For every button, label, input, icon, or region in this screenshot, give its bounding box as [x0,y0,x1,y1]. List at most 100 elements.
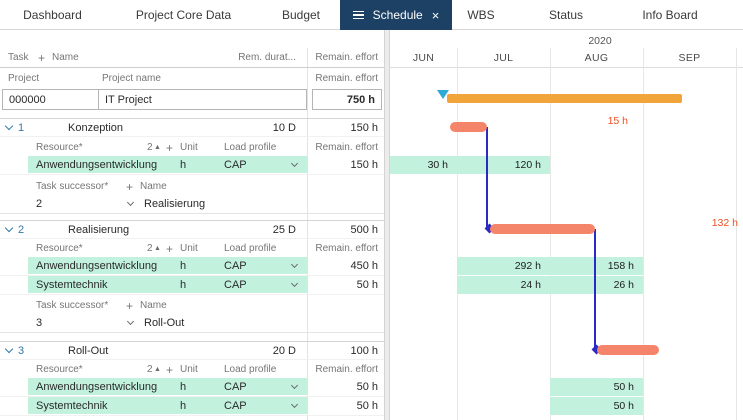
successor-number-cell[interactable]: 2 [36,198,43,210]
resource-effort-cell[interactable]: 50 h [356,279,378,291]
load-profile-select[interactable]: CAP [224,381,247,393]
successor-number-cell[interactable]: 3 [36,317,43,329]
dropdown-chevron-icon[interactable] [126,195,135,213]
task-row-roll-out[interactable]: 3 Roll-Out 20 D 100 h [0,341,384,360]
monthly-effort-cell[interactable]: 24 h [457,276,550,294]
col-task: Task [8,52,29,63]
monthly-effort-cell[interactable]: 158 h [550,257,643,275]
project-effort-field[interactable]: 750 h [312,89,382,110]
resource-name-cell[interactable]: Anwendungsentwicklung [36,381,158,393]
add-resource-icon[interactable]: + [166,362,174,377]
load-profile-select[interactable]: CAP [224,260,247,272]
monthly-effort-cell[interactable]: 50 h [550,378,643,396]
tab-wbs[interactable]: WBS [452,0,510,30]
resource-name-cell[interactable]: Anwendungsentwicklung [36,260,158,272]
tab-label: Schedule [372,8,423,22]
successor-header-row: Task successor* + Name [0,297,384,314]
tab-budget[interactable]: Budget [262,0,340,30]
load-profile-select[interactable]: CAP [224,400,247,412]
task-name-cell[interactable]: Roll-Out [68,344,109,357]
dropdown-chevron-icon[interactable] [126,314,135,332]
rem-duration-cell[interactable]: 10 D [272,121,296,134]
col-unit: Unit [180,142,198,153]
add-task-icon[interactable]: + [38,50,46,65]
timeline-header-divider [390,67,743,68]
dropdown-chevron-icon[interactable] [290,257,299,275]
menu-icon[interactable] [352,10,364,20]
dropdown-chevron-icon[interactable] [290,156,299,174]
resource-row-highlight [28,257,307,274]
gantt-bar-project[interactable] [447,94,682,103]
dropdown-chevron-icon[interactable] [290,378,299,396]
sort-ascending-icon[interactable]: ▲ [154,144,161,151]
resource-effort-cell[interactable]: 150 h [350,159,378,171]
add-resource-icon[interactable]: + [166,241,174,256]
resource-name-cell[interactable]: Systemtechnik [36,400,108,412]
task-row-realisierung[interactable]: 2 Realisierung 25 D 500 h [0,220,384,239]
task-number: 3 [18,344,25,357]
sort-badge[interactable]: 2 [147,243,153,254]
project-name-field[interactable]: IT Project [98,89,307,110]
rem-duration-cell[interactable]: 25 D [272,223,296,236]
monthly-effort-cell[interactable]: 50 h [550,397,643,415]
column-divider [307,48,308,420]
dropdown-chevron-icon[interactable] [290,397,299,415]
expand-chevron-icon[interactable] [4,119,14,136]
add-resource-icon[interactable]: + [166,140,174,155]
gantt-bar-konzeption[interactable] [450,122,487,132]
resource-effort-cell[interactable]: 450 h [350,260,378,272]
resource-name-cell[interactable]: Anwendungsentwicklung [36,159,158,171]
monthly-effort-cell[interactable]: 30 h [390,156,457,174]
expand-chevron-icon[interactable] [4,342,14,359]
col-resource: Resource* [36,243,83,254]
col-unit: Unit [180,364,198,375]
remain-effort-cell[interactable]: 100 h [350,344,378,357]
project-effort: 750 h [346,93,375,106]
sort-badge[interactable]: 2 [147,364,153,375]
resource-effort-cell[interactable]: 50 h [356,400,378,412]
resource-name-cell[interactable]: Systemtechnik [36,279,108,291]
gantt-bar-roll-out[interactable] [597,345,659,355]
successor-name-cell[interactable]: Realisierung [144,198,206,210]
successor-row[interactable]: 3 Roll-Out [0,314,384,333]
close-tab-icon[interactable]: × [431,7,440,23]
gantt-bar-realisierung[interactable] [490,224,595,234]
task-row-konzeption[interactable]: 1 Konzeption 10 D 150 h [0,118,384,137]
sort-ascending-icon[interactable]: ▲ [154,366,161,373]
sort-ascending-icon[interactable]: ▲ [154,245,161,252]
tab-dashboard[interactable]: Dashboard [0,0,105,30]
load-profile-select[interactable]: CAP [224,279,247,291]
monthly-effort-cell[interactable]: 26 h [550,276,643,294]
monthly-effort-cell[interactable]: 120 h [457,156,550,174]
expand-chevron-icon[interactable] [4,221,14,238]
rem-duration-cell[interactable]: 20 D [272,344,296,357]
successor-name-cell[interactable]: Roll-Out [144,317,185,329]
dropdown-chevron-icon[interactable] [290,276,299,294]
tab-project-core-data[interactable]: Project Core Data [105,0,262,30]
month-label: SEP [678,51,701,64]
unit-cell[interactable]: h [180,400,187,412]
task-name-cell[interactable]: Konzeption [68,121,124,134]
add-successor-icon[interactable]: + [126,179,134,194]
unit-cell[interactable]: h [180,260,187,272]
load-profile-select[interactable]: CAP [224,159,247,171]
successor-row[interactable]: 2 Realisierung [0,195,384,214]
unit-cell[interactable]: h [180,279,187,291]
remain-effort-cell[interactable]: 150 h [350,121,378,134]
tab-status[interactable]: Status [510,0,622,30]
monthly-effort-cell[interactable]: 292 h [457,257,550,275]
remain-effort-cell[interactable]: 500 h [350,223,378,236]
sort-badge[interactable]: 2 [147,142,153,153]
year-label: 2020 [588,35,612,47]
resource-effort-cell[interactable]: 50 h [356,381,378,393]
task-name-cell[interactable]: Realisierung [68,223,130,236]
project-id-field[interactable]: 000000 [2,89,99,110]
add-successor-icon[interactable]: + [126,298,134,313]
tab-schedule[interactable]: Schedule × [340,0,452,30]
project-start-marker-icon[interactable] [437,90,449,99]
unit-cell[interactable]: h [180,159,187,171]
unit-cell[interactable]: h [180,381,187,393]
pane-splitter[interactable] [384,30,390,420]
tab-label: Status [548,8,584,22]
tab-info-board[interactable]: Info Board [622,0,718,30]
